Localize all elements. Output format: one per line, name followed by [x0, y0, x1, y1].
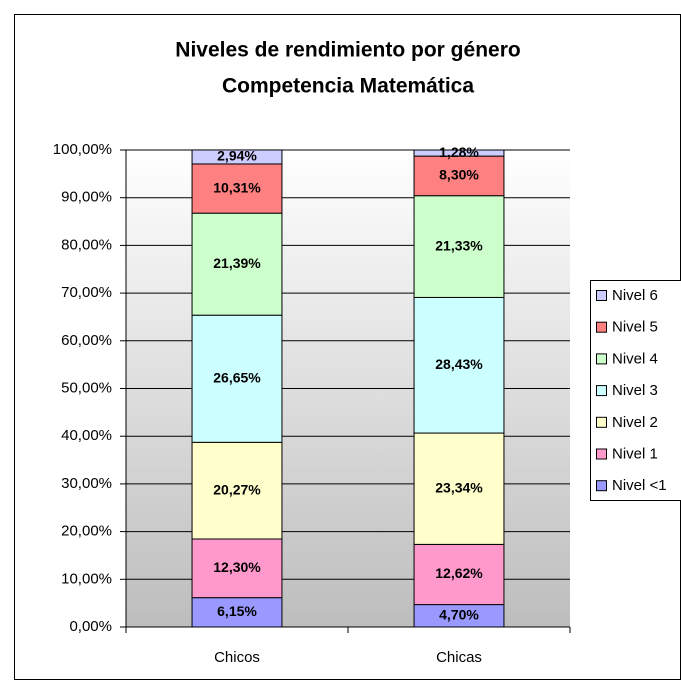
data-label: 1,28% [439, 144, 479, 160]
legend-swatch [596, 480, 607, 492]
legend-label: Nivel <1 [612, 477, 667, 494]
data-label: 21,39% [213, 255, 261, 271]
data-label: 12,62% [435, 565, 483, 581]
data-label: 6,15% [217, 603, 257, 619]
y-tick-label: 0,00% [69, 618, 112, 635]
legend-swatch [596, 448, 607, 460]
legend-label: Nivel 3 [612, 382, 658, 399]
legend-swatch [596, 353, 607, 365]
y-tick-label: 100,00% [53, 141, 112, 158]
bar-segment [191, 163, 283, 214]
y-tick-label: 60,00% [61, 332, 112, 349]
bar-segment [413, 296, 505, 434]
y-tick-label: 20,00% [61, 523, 112, 540]
legend-swatch [596, 385, 607, 397]
data-label: 12,30% [213, 559, 261, 575]
bar-segment [191, 314, 283, 443]
bar-segment [191, 149, 283, 165]
y-tick-label: 80,00% [61, 236, 112, 253]
chart-subtitle: Competencia Matemática [222, 75, 474, 98]
legend-label: Nivel 6 [612, 287, 658, 304]
legend-label: Nivel 2 [612, 414, 658, 431]
y-tick-label: 10,00% [61, 570, 112, 587]
bar-segment [413, 432, 505, 545]
legend-swatch [596, 290, 607, 301]
bar-segment [413, 149, 505, 157]
data-label: 21,33% [435, 237, 483, 253]
legend-label: Nivel 4 [612, 350, 658, 367]
data-label: 8,30% [439, 167, 479, 183]
y-tick-label: 70,00% [61, 284, 112, 301]
legend-label: Nivel 5 [612, 319, 658, 336]
y-tick-label: 50,00% [61, 379, 112, 396]
bar-segment [413, 195, 505, 298]
legend-label: Nivel 1 [612, 445, 658, 462]
data-label: 23,34% [435, 479, 483, 495]
data-label: 2,94% [217, 148, 257, 164]
data-label: 4,70% [439, 606, 479, 622]
y-tick-label: 90,00% [61, 189, 112, 206]
bar-segment [191, 441, 283, 540]
chart-title: Niveles de rendimiento por género [175, 39, 520, 62]
bar-segment [413, 543, 505, 606]
data-label: 10,31% [213, 179, 261, 195]
y-tick-label: 30,00% [61, 475, 112, 492]
bar-segment [191, 538, 283, 599]
legend-swatch [596, 321, 607, 333]
data-label: 28,43% [435, 356, 483, 372]
x-tick-label: Chicas [436, 649, 482, 666]
bar-segment [413, 155, 505, 197]
data-label: 26,65% [213, 369, 261, 385]
bar-segment [191, 212, 283, 316]
x-tick-label: Chicos [214, 649, 260, 666]
legend-swatch [596, 416, 607, 428]
y-tick-label: 40,00% [61, 427, 112, 444]
bar-segment [191, 597, 283, 628]
data-label: 20,27% [213, 481, 261, 497]
